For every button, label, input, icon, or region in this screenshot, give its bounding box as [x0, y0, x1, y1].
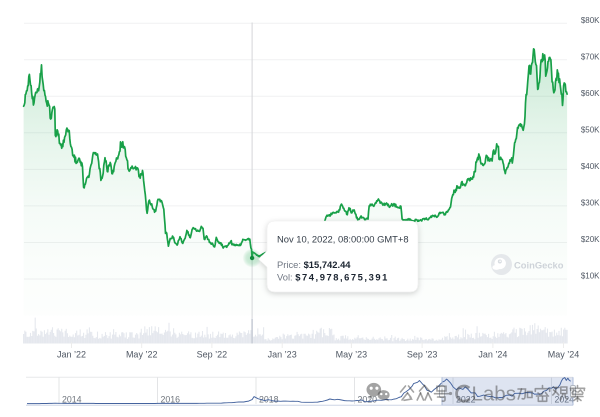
svg-text:Jan ’22: Jan ’22 — [57, 350, 86, 360]
svg-text:2014: 2014 — [62, 394, 82, 404]
svg-text:Sep ’23: Sep ’23 — [407, 350, 438, 360]
svg-text:$70K: $70K — [581, 52, 600, 61]
svg-text:2022: 2022 — [456, 394, 476, 404]
svg-text:2020: 2020 — [358, 394, 378, 404]
svg-text:Sep ’22: Sep ’22 — [197, 350, 228, 360]
svg-text:$30K: $30K — [581, 199, 600, 208]
svg-text:$50K: $50K — [581, 125, 600, 134]
svg-text:2016: 2016 — [161, 394, 181, 404]
svg-text:May ’23: May ’23 — [336, 350, 368, 360]
svg-text:Nov 10, 2022, 08:00:00 GMT+8: Nov 10, 2022, 08:00:00 GMT+8 — [277, 233, 409, 244]
svg-text:2024: 2024 — [555, 394, 575, 404]
svg-text:May ’22: May ’22 — [126, 350, 158, 360]
svg-text:Jan ’24: Jan ’24 — [478, 350, 507, 360]
svg-text:$80K: $80K — [581, 16, 600, 25]
svg-text:$10K: $10K — [581, 272, 600, 281]
svg-text:Labs: Labs — [472, 383, 516, 406]
svg-text:May ’24: May ’24 — [548, 350, 580, 360]
svg-text:2018: 2018 — [259, 394, 279, 404]
svg-text:$40K: $40K — [581, 162, 600, 171]
svg-text:Price: $15,742.44: Price: $15,742.44 — [277, 259, 351, 270]
svg-text:$20K: $20K — [581, 235, 600, 244]
svg-text:$60K: $60K — [581, 89, 600, 98]
svg-text:Vol: $74,978,675,391: Vol: $74,978,675,391 — [277, 271, 389, 282]
svg-text:Jan ’23: Jan ’23 — [268, 350, 297, 360]
svg-text:CoinGecko: CoinGecko — [514, 260, 564, 271]
